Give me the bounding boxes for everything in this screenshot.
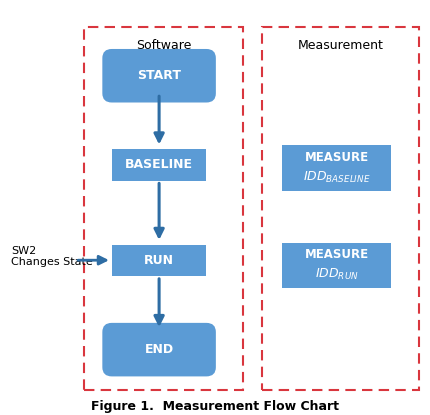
Text: START: START <box>137 69 181 82</box>
Bar <box>262 27 419 390</box>
Text: MEASURE: MEASURE <box>304 151 369 164</box>
Text: $\it{IDD}_{{\it RUN}}$: $\it{IDD}_{{\it RUN}}$ <box>315 267 358 282</box>
FancyBboxPatch shape <box>282 243 391 288</box>
Text: BASELINE: BASELINE <box>125 159 193 171</box>
Text: END: END <box>144 343 174 356</box>
Bar <box>84 27 243 390</box>
Text: MEASURE: MEASURE <box>304 248 369 261</box>
FancyBboxPatch shape <box>282 145 391 191</box>
Text: SW2: SW2 <box>11 246 36 256</box>
Text: RUN: RUN <box>144 254 174 267</box>
Text: Figure 1.  Measurement Flow Chart: Figure 1. Measurement Flow Chart <box>91 400 339 413</box>
FancyBboxPatch shape <box>112 245 206 276</box>
Text: $\it{IDD}_{{\it BASELINE}}$: $\it{IDD}_{{\it BASELINE}}$ <box>303 170 370 185</box>
FancyBboxPatch shape <box>112 149 206 181</box>
FancyBboxPatch shape <box>102 323 216 376</box>
Text: Measurement: Measurement <box>298 39 384 52</box>
Text: Software: Software <box>136 39 191 52</box>
FancyBboxPatch shape <box>102 49 216 103</box>
Text: Changes State: Changes State <box>11 257 92 267</box>
